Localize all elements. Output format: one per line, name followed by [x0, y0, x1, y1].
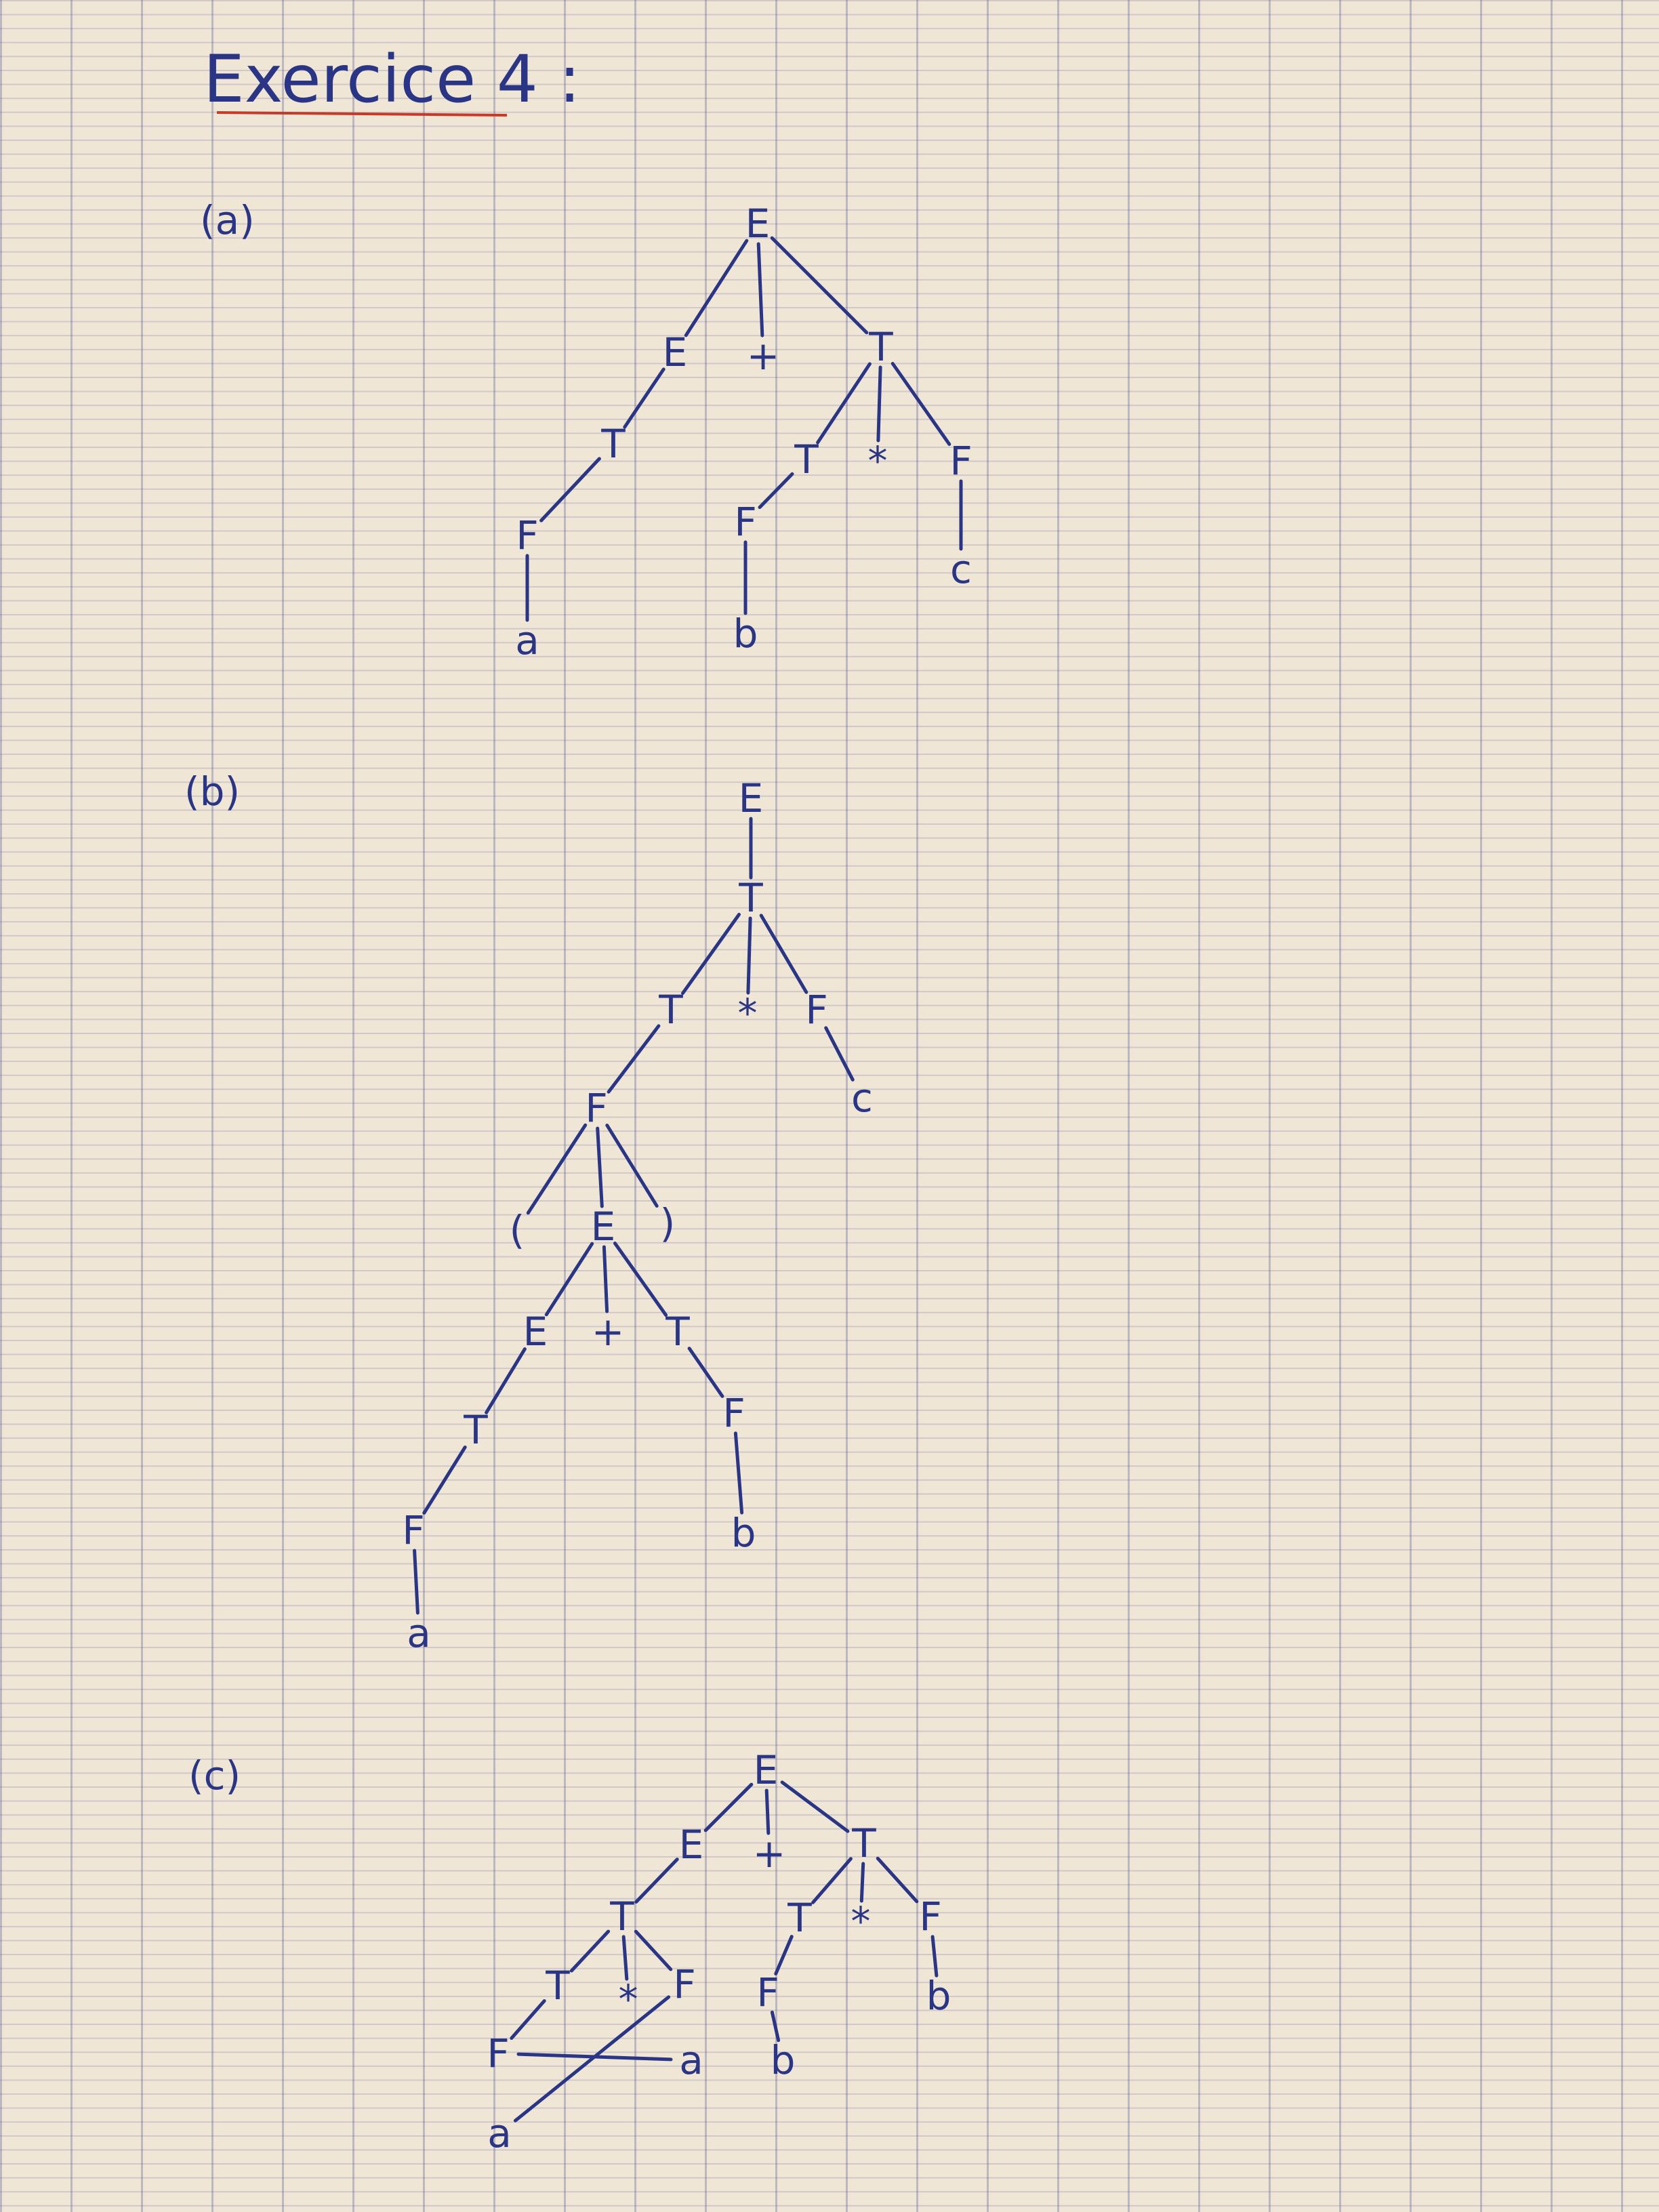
tree-c-node-6: *	[619, 1976, 638, 2022]
tree-c-node-10: a	[487, 2110, 512, 2156]
tree-b-edge-9	[544, 1242, 594, 1317]
tree-b-node-0: E	[739, 775, 764, 821]
tree-c-edge-2	[780, 1780, 850, 1833]
tree-c-node-11: T	[787, 1895, 812, 1941]
tree-b-edge-8	[605, 1124, 659, 1208]
tree-a-node-1: E	[663, 329, 688, 375]
tree-a-node-6: a	[515, 617, 539, 663]
tree-c-edge-11	[859, 1862, 865, 1903]
tree-a-node-9: F	[949, 438, 972, 484]
tree-b-node-13: T	[463, 1407, 488, 1453]
tree-c-edge-5	[621, 1935, 629, 1981]
tree-c-edge-14	[770, 2010, 781, 2043]
tree-a-node-4: T	[600, 421, 626, 467]
tree-b-edge-13	[422, 1446, 467, 1515]
tree-c-node-7: F	[673, 1961, 695, 2007]
tree-a-edge-8	[890, 362, 951, 446]
tree-c-node-15: b	[771, 2037, 796, 2083]
tree-b-node-11: +	[592, 1309, 625, 1355]
tree-c-edge-12	[876, 1856, 919, 1904]
tree-b-node-4: F	[805, 987, 827, 1033]
exercise-title: Exercice 4 :	[203, 41, 581, 117]
tree-b-edge-11	[613, 1242, 668, 1317]
tree-label-b: (b)	[184, 769, 240, 815]
tree-b-node-7: (	[510, 1207, 525, 1253]
tree-a-edge-3	[623, 367, 665, 429]
tree-b-node-3: *	[738, 990, 758, 1036]
tree-b-node-15: a	[407, 1610, 431, 1656]
tree-label-a: (a)	[200, 197, 255, 243]
tree-c-edge-4	[569, 1929, 611, 1973]
tree-b-node-2: T	[658, 987, 683, 1033]
tree-b-edge-2	[746, 916, 752, 995]
tree-c-node-5: T	[545, 1963, 570, 2009]
tree-a-edge-0	[684, 239, 749, 337]
tree-a-node-0: E	[745, 201, 771, 247]
tree-c-node-1: E	[679, 1822, 704, 1868]
tree-label-c: (c)	[188, 1753, 241, 1799]
tree-c-edge-1	[764, 1788, 771, 1835]
tree-b-edge-5	[824, 1026, 855, 1082]
tree-b-node-1: T	[738, 875, 763, 921]
tree-a-edge-1	[756, 242, 764, 337]
tree-c-edge-10	[811, 1857, 853, 1904]
tree-c-node-12: *	[851, 1898, 871, 1944]
tree-c-node-16: b	[926, 1973, 951, 2019]
tree-c-node-8: F	[487, 2030, 509, 2076]
tree-a-node-12: c	[950, 546, 972, 592]
tree-a-node-11: b	[733, 611, 758, 657]
tree-b-edge-1	[681, 912, 741, 996]
tree-c-edge-15	[930, 1935, 939, 1978]
tree-a-edge-7	[876, 365, 882, 443]
tree-c-edge-13	[774, 1935, 794, 1975]
tree-b-node-14: F	[402, 1507, 424, 1553]
tree-c-edge-9	[513, 1995, 671, 2123]
tree-b-edge-10	[602, 1245, 609, 1313]
title-underline	[216, 111, 508, 117]
tree-c-edge-6	[634, 1929, 673, 1971]
tree-a-node-10: F	[734, 499, 756, 545]
tree-b-node-10: E	[523, 1309, 548, 1355]
tree-b-edge-3	[759, 914, 808, 994]
tree-a-edge-2	[770, 236, 869, 335]
tree-c-node-14: F	[756, 1969, 779, 2015]
tree-b-edge-14	[413, 1549, 419, 1615]
tree-b-edge-4	[607, 1024, 661, 1094]
tree-b-edge-6	[526, 1123, 588, 1215]
tree-c-node-9: a	[679, 2037, 703, 2083]
tree-a-edge-6	[816, 362, 872, 445]
tree-b-node-17: b	[731, 1510, 756, 1556]
tree-c-node-4: T	[609, 1893, 634, 1940]
tree-b-node-12: T	[665, 1309, 690, 1355]
tree-b-node-16: F	[722, 1390, 745, 1436]
tree-c-edge-0	[703, 1782, 754, 1832]
tree-b-edge-16	[733, 1431, 744, 1515]
tree-a-node-8: *	[868, 438, 888, 484]
tree-a-node-3: T	[868, 324, 893, 370]
tree-c-node-13: F	[919, 1893, 941, 1940]
tree-c-edge-7	[510, 1999, 546, 2040]
tree-c-node-3: T	[851, 1820, 876, 1866]
tree-b-edge-12	[485, 1347, 527, 1414]
tree-b-edge-15	[687, 1347, 724, 1398]
tree-c-node-2: +	[753, 1830, 786, 1877]
tree-a-node-2: +	[747, 333, 780, 379]
tree-a-edge-4	[539, 457, 601, 523]
tree-a-edge-9	[758, 472, 794, 510]
tree-c-node-0: E	[754, 1747, 779, 1793]
tree-b-node-9: )	[660, 1200, 676, 1246]
tree-b-edge-7	[596, 1126, 604, 1208]
tree-a-node-7: T	[794, 436, 819, 483]
tree-b-node-5: F	[585, 1085, 607, 1131]
tree-a-node-5: F	[516, 512, 538, 558]
tree-b-node-8: E	[591, 1204, 616, 1250]
tree-b-node-6: c	[851, 1075, 873, 1121]
tree-c-edge-3	[634, 1858, 679, 1904]
